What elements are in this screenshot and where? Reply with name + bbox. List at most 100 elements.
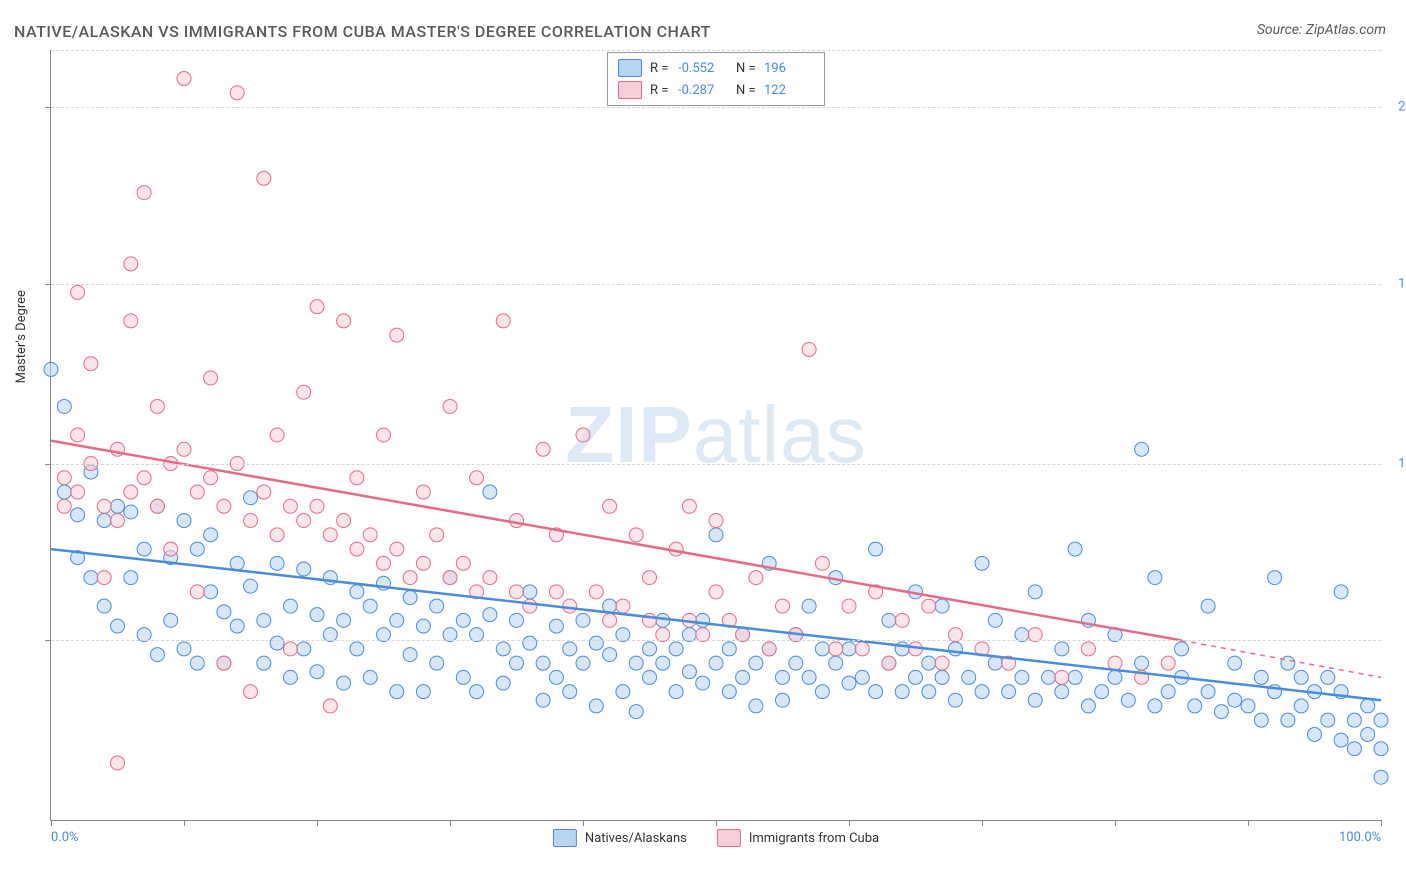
data-point [390, 542, 404, 556]
data-point [1334, 733, 1348, 747]
data-point [815, 685, 829, 699]
data-point [1068, 542, 1082, 556]
data-point [656, 656, 670, 670]
data-point [257, 613, 271, 627]
data-point [363, 599, 377, 613]
data-point [536, 656, 550, 670]
data-point [270, 428, 284, 442]
data-point [124, 257, 138, 271]
data-point [669, 642, 683, 656]
data-point [855, 642, 869, 656]
data-point [722, 642, 736, 656]
data-point [1347, 713, 1361, 727]
y-axis-title: Master's Degree [14, 290, 29, 383]
data-point [297, 642, 311, 656]
data-point [1294, 699, 1308, 713]
plot-area: ZIPatlas R =-0.552N =196R =-0.287N =122 … [50, 50, 1381, 821]
data-point [1148, 571, 1162, 585]
data-point [1161, 685, 1175, 699]
data-point [589, 636, 603, 650]
data-point [1135, 656, 1149, 670]
data-point [1321, 713, 1335, 727]
data-point [403, 591, 417, 605]
x-tick [1248, 820, 1249, 826]
data-point [1055, 685, 1069, 699]
gridline [51, 50, 1381, 51]
data-point [1135, 442, 1149, 456]
data-point [802, 670, 816, 684]
data-point [749, 699, 763, 713]
data-point [629, 705, 643, 719]
data-point [842, 642, 856, 656]
data-point [1361, 727, 1375, 741]
data-point [84, 357, 98, 371]
data-point [1214, 705, 1228, 719]
data-point [257, 485, 271, 499]
x-tick [317, 820, 318, 826]
data-point [244, 514, 258, 528]
data-point [496, 642, 510, 656]
data-point [895, 613, 909, 627]
data-point [217, 656, 231, 670]
data-point [204, 528, 218, 542]
data-point [456, 670, 470, 684]
data-point [643, 571, 657, 585]
data-point [1015, 670, 1029, 684]
data-point [815, 642, 829, 656]
data-point [350, 471, 364, 485]
x-tick [982, 820, 983, 826]
data-point [935, 599, 949, 613]
data-point [204, 585, 218, 599]
data-point [204, 371, 218, 385]
data-point [297, 514, 311, 528]
data-point [682, 499, 696, 513]
data-point [150, 499, 164, 513]
data-point [403, 648, 417, 662]
data-point [310, 608, 324, 622]
data-point [776, 670, 790, 684]
legend-stat-row: R =-0.552N =196 [618, 57, 814, 79]
data-point [1334, 585, 1348, 599]
legend-swatch [717, 829, 741, 847]
data-point [1068, 670, 1082, 684]
data-point [71, 485, 85, 499]
data-point [922, 599, 936, 613]
data-point [842, 676, 856, 690]
data-point [390, 328, 404, 342]
data-point [390, 685, 404, 699]
data-point [855, 670, 869, 684]
legend-series: Natives/AlaskansImmigrants from Cuba [553, 829, 879, 847]
data-point [589, 585, 603, 599]
data-point [97, 514, 111, 528]
data-point [310, 665, 324, 679]
data-point [190, 656, 204, 670]
data-point [470, 471, 484, 485]
data-point [337, 613, 351, 627]
data-point [709, 528, 723, 542]
data-point [1002, 685, 1016, 699]
data-point [150, 648, 164, 662]
data-point [337, 314, 351, 328]
data-point [363, 670, 377, 684]
data-point [603, 499, 617, 513]
data-point [430, 656, 444, 670]
data-point [337, 676, 351, 690]
data-point [549, 619, 563, 633]
data-point [257, 656, 271, 670]
data-point [510, 613, 524, 627]
data-point [789, 656, 803, 670]
data-point [722, 685, 736, 699]
data-point [377, 428, 391, 442]
data-point [696, 613, 710, 627]
data-point [749, 656, 763, 670]
data-point [323, 699, 337, 713]
data-point [682, 665, 696, 679]
data-point [776, 599, 790, 613]
data-point [97, 499, 111, 513]
data-point [1321, 670, 1335, 684]
x-tick [716, 820, 717, 826]
data-point [111, 499, 125, 513]
data-point [111, 619, 125, 633]
gridline [51, 464, 1381, 465]
data-point [456, 556, 470, 570]
